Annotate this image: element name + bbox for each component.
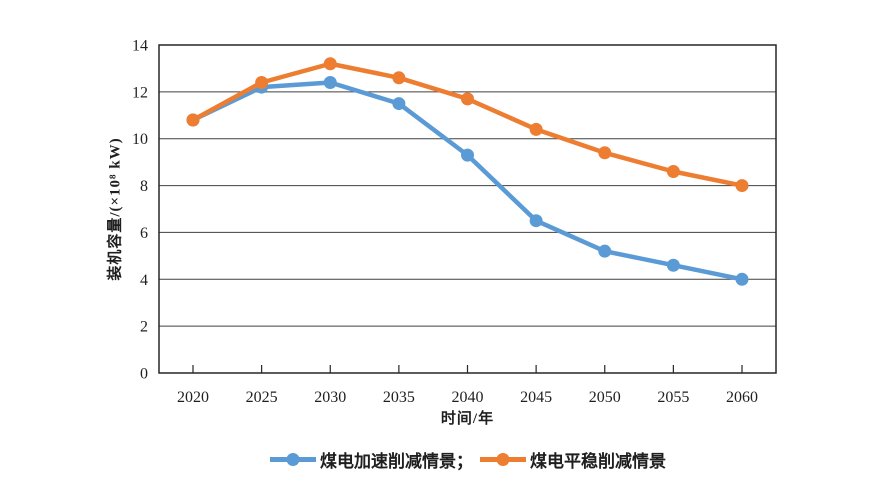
x-tick-label: 2045 [520,389,552,406]
data-point [529,214,543,228]
data-point [666,165,680,179]
y-tick-label: 6 [140,225,148,242]
legend-line-marker-icon [270,452,316,466]
data-point [255,75,269,89]
x-tick-label: 2025 [246,389,278,406]
y-axis-title: 装机容量/(×10⁸ kW) [107,137,124,281]
data-point [529,122,543,136]
y-tick-label: 12 [132,84,148,101]
data-point [735,272,749,286]
x-axis-title: 时间/年 [440,411,495,427]
y-tick-label: 2 [140,319,148,336]
x-tick-label: 2020 [177,389,209,406]
legend-item-accelerated-reduction: 煤电加速削减情景； [269,447,473,472]
x-tick-label: 2040 [452,389,484,406]
y-tick-label: 0 [140,366,148,383]
x-tick-label: 2060 [726,389,758,406]
legend-item-steady-reduction: 煤电平稳削减情景 [479,447,666,472]
legend-line-marker-icon [480,452,526,466]
chart-legend: 煤电加速削减情景； 煤电平稳削减情景 [159,444,776,474]
legend-label-steady-reduction: 煤电平稳削减情景 [530,451,666,471]
data-point [735,179,749,193]
x-tick-label: 2055 [657,389,689,406]
data-point [323,57,337,71]
x-tick-label: 2035 [383,389,415,406]
data-point [392,71,406,85]
series-line-0 [190,80,745,282]
data-point [461,148,474,162]
data-point [392,97,406,111]
y-tick-label: 4 [140,272,148,289]
data-point [666,258,680,272]
data-point [598,244,612,258]
y-tick-label: 10 [132,131,148,148]
data-point [598,146,612,160]
data-point [186,113,200,127]
x-tick-label: 2030 [314,389,346,406]
data-point [323,75,337,89]
x-tick-label: 2050 [589,389,621,406]
series-line-1 [190,61,745,188]
legend-label-accelerated-reduction: 煤电加速削减情景； [320,451,473,471]
data-point [461,92,474,106]
y-tick-label: 14 [132,38,148,55]
y-tick-label: 8 [140,178,148,195]
